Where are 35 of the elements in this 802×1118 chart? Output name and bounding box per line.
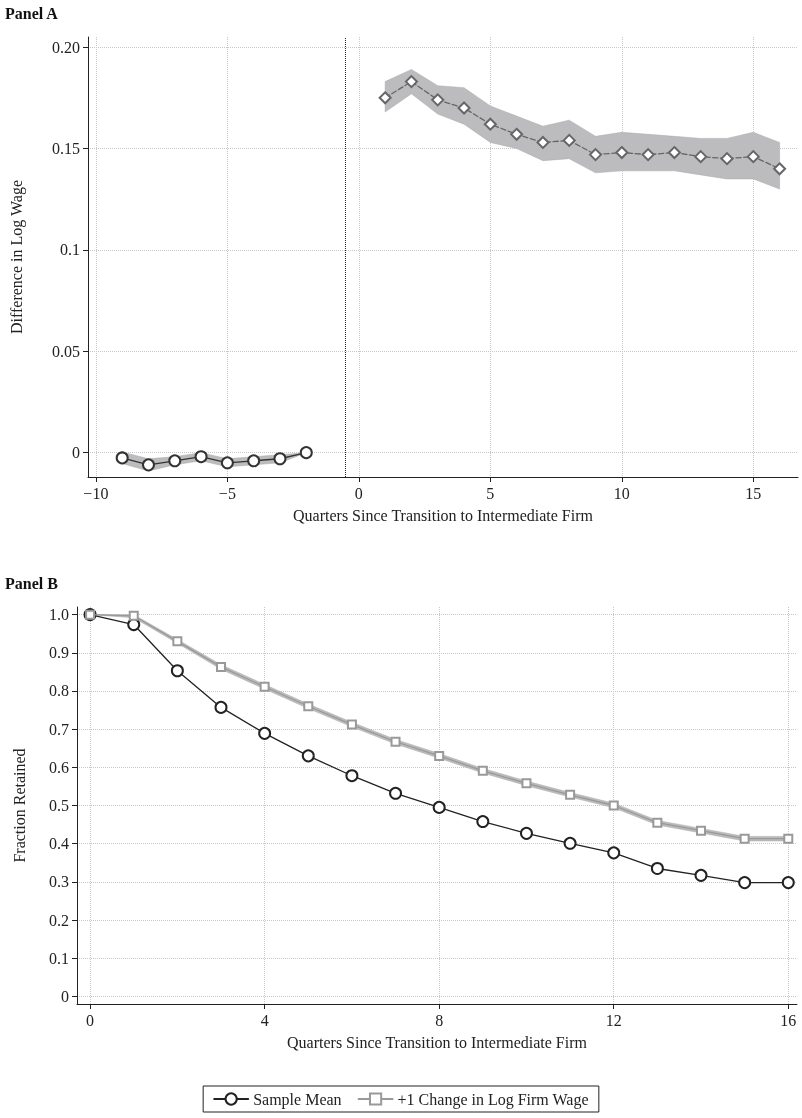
y-tick-label: 0.3 bbox=[49, 873, 69, 891]
legend-label: +1 Change in Log Firm Wage bbox=[397, 1090, 589, 1109]
y-tick-label: 0.2 bbox=[49, 911, 69, 929]
x-tick-label: 10 bbox=[613, 484, 630, 502]
y-tick-label: 0.15 bbox=[52, 140, 80, 158]
x-tick-label: 12 bbox=[605, 1011, 622, 1029]
x-tick-label: 0 bbox=[86, 1011, 95, 1029]
y-axis-title: Fraction Retained bbox=[10, 748, 28, 863]
y-tick-label: 0.05 bbox=[52, 342, 80, 360]
x-axis-title: Quarters Since Transition to Intermediate Firm bbox=[287, 1033, 588, 1051]
y-tick-label: 0.20 bbox=[52, 38, 80, 56]
y-tick-label: 0.1 bbox=[49, 949, 69, 967]
legend-label: Sample Mean bbox=[253, 1090, 342, 1109]
x-tick-label: 0 bbox=[354, 484, 363, 502]
y-tick-label: 0.8 bbox=[49, 682, 69, 700]
x-tick-label: 16 bbox=[780, 1011, 797, 1029]
x-axis-title: Quarters Since Transition to Intermediate Firm bbox=[293, 506, 594, 524]
y-tick-label: 0 bbox=[72, 444, 80, 462]
y-tick-label: 0.5 bbox=[49, 797, 69, 814]
x-tick-label: −10 bbox=[83, 484, 109, 502]
x-tick-label: 15 bbox=[745, 484, 762, 502]
x-tick-label: 4 bbox=[260, 1011, 269, 1029]
y-tick-label: 0.4 bbox=[49, 835, 69, 853]
x-tick-label: 5 bbox=[486, 484, 495, 502]
chart-title: Panel B bbox=[5, 574, 59, 592]
y-tick-label: 1.0 bbox=[49, 606, 69, 624]
y-tick-label: 0.9 bbox=[49, 644, 69, 662]
y-tick-label: 0.1 bbox=[60, 241, 80, 259]
x-tick-label: 8 bbox=[435, 1011, 444, 1029]
y-tick-label: 0.7 bbox=[49, 720, 69, 738]
y-axis-title: Difference in Log Wage bbox=[7, 179, 26, 335]
y-tick-label: 0 bbox=[61, 987, 69, 1005]
x-tick-label: −5 bbox=[218, 484, 236, 502]
y-tick-label: 0.6 bbox=[49, 758, 69, 776]
chart-title: Panel A bbox=[5, 4, 59, 22]
